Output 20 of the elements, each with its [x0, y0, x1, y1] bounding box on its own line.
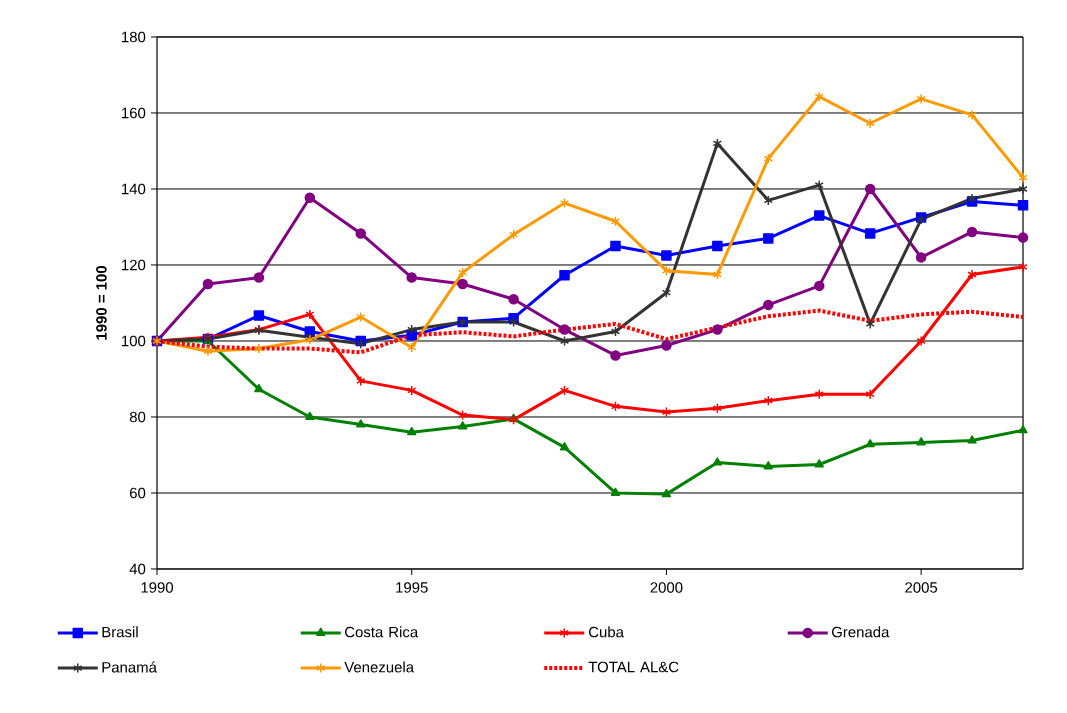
legend-label: Costa Rica	[345, 626, 419, 638]
legend-label: Brasil	[102, 626, 138, 638]
legend-label: Panamá	[102, 661, 157, 673]
y-tick-label: 80	[129, 411, 146, 423]
y-tick-label: 160	[122, 107, 146, 119]
legend-label: Cuba	[589, 626, 624, 638]
x-tick-label: 2000	[650, 582, 683, 593]
x-tick-label: 2005	[905, 582, 938, 593]
y-tick-label: 100	[122, 335, 146, 347]
y-tick-label: 120	[122, 259, 146, 271]
y-tick-label: 60	[129, 487, 146, 499]
y-tick-label: 140	[122, 183, 146, 195]
legend-label: TOTAL AL&C	[588, 661, 679, 673]
y-tick-label: 40	[129, 563, 146, 575]
x-tick-label: 1990	[141, 582, 174, 593]
x-tick-label: 1995	[396, 582, 428, 593]
y-axis-title: 1990 = 100	[96, 266, 107, 340]
legend-label: Venezuela	[344, 661, 415, 673]
y-tick-label: 180	[122, 31, 146, 43]
legend-label: Grenada	[831, 626, 890, 638]
